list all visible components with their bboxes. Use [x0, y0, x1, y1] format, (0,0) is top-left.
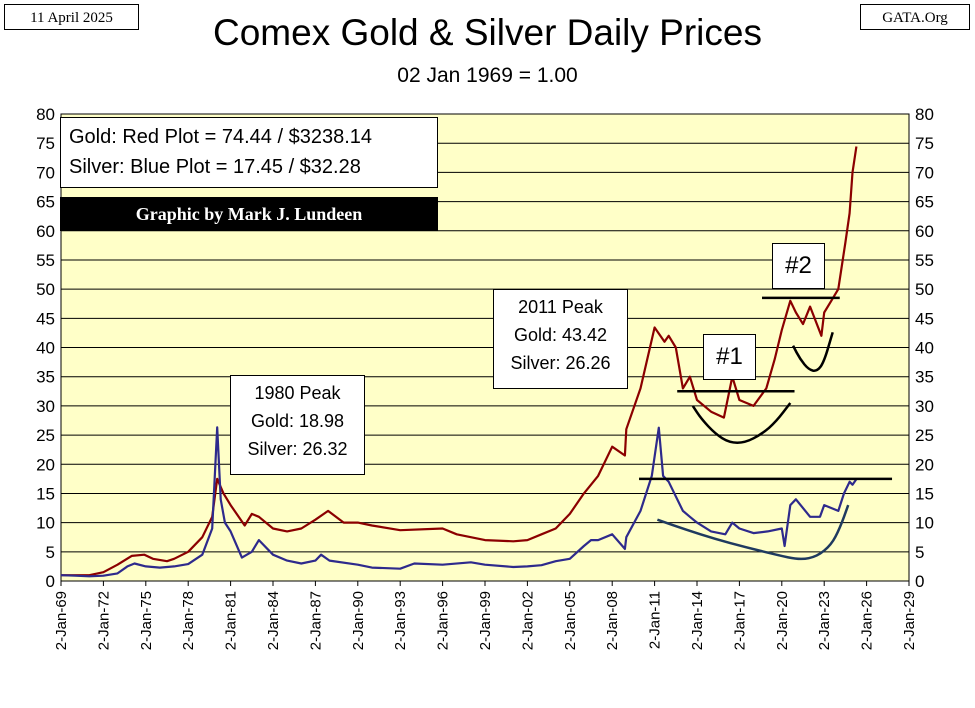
- x-tick-label: 2-Jan-11: [647, 591, 664, 649]
- x-tick-label: 2-Jan-99: [477, 591, 494, 650]
- y-tick-left-45: 45: [36, 309, 55, 328]
- x-tick-label: 2-Jan-75: [138, 591, 155, 650]
- x-tick-label: 2-Jan-23: [816, 591, 833, 650]
- gold-series-line: [61, 146, 858, 577]
- label-1: #1: [703, 334, 756, 380]
- x-tick-label: 2-Jan-69: [53, 591, 70, 650]
- x-tick-label: 2-Jan-90: [350, 591, 367, 650]
- y-tick-right-70: 70: [915, 163, 934, 182]
- y-tick-left-25: 25: [36, 426, 55, 445]
- y-tick-right-80: 80: [915, 105, 934, 124]
- date-label: 11 April 2025: [4, 4, 139, 30]
- gold-cup-1: [691, 402, 792, 444]
- y-tick-left-5: 5: [46, 543, 55, 562]
- silver-series-line: [60, 426, 858, 578]
- chart-title: Comex Gold & Silver Daily Prices: [213, 12, 762, 53]
- y-tick-right-15: 15: [915, 484, 934, 503]
- x-tick-label: 2-Jan-14: [689, 591, 706, 650]
- x-tick-label: 2-Jan-93: [392, 591, 409, 650]
- annotation-2011-title: 2011 Peak: [518, 297, 603, 317]
- annotation-2011-gold: Gold: 43.42: [513, 325, 608, 345]
- site-label: GATA.Org: [860, 4, 970, 30]
- y-tick-right-25: 25: [915, 426, 934, 445]
- y-tick-right-40: 40: [915, 339, 934, 358]
- y-tick-left-10: 10: [36, 514, 55, 533]
- x-tick-label: 2-Jan-72: [95, 591, 112, 650]
- x-tick-label: 2-Jan-20: [774, 591, 791, 650]
- y-tick-right-75: 75: [915, 134, 934, 153]
- x-tick-label: 2-Jan-81: [223, 591, 240, 650]
- silver-cup: [656, 504, 850, 561]
- y-tick-left-20: 20: [36, 455, 55, 474]
- y-tick-right-30: 30: [915, 397, 934, 416]
- annotation-1980-gold: Gold: 18.98: [250, 411, 345, 431]
- y-tick-right-60: 60: [915, 222, 934, 241]
- y-tick-right-20: 20: [915, 455, 934, 474]
- y-tick-left-75: 75: [36, 134, 55, 153]
- y-tick-right-10: 10: [915, 514, 934, 533]
- x-tick-label: 2-Jan-84: [265, 591, 282, 650]
- x-tick-label: 2-Jan-96: [435, 591, 452, 650]
- y-tick-right-55: 55: [915, 251, 934, 270]
- legend-silver: Silver: Blue Plot = 17.45 / $32.28: [69, 156, 361, 178]
- legend-box: Gold: Red Plot = 74.44 / $3238.14 Silver…: [60, 117, 438, 188]
- y-tick-left-15: 15: [36, 484, 55, 503]
- legend-gold: Gold: Red Plot = 74.44 / $3238.14: [69, 126, 372, 148]
- y-tick-left-30: 30: [36, 397, 55, 416]
- y-tick-left-0: 0: [46, 572, 55, 591]
- y-tick-left-35: 35: [36, 368, 55, 387]
- annotation-lines: [639, 296, 893, 561]
- annotation-1980-peak: 1980 Peak Gold: 18.98 Silver: 26.32: [230, 375, 365, 475]
- y-tick-right-0: 0: [915, 572, 924, 591]
- y-tick-left-50: 50: [36, 280, 55, 299]
- y-tick-right-65: 65: [915, 193, 934, 212]
- x-tick-label: 2-Jan-17: [731, 591, 748, 650]
- annotation-1980-silver: Silver: 26.32: [247, 439, 348, 459]
- credit-banner: Graphic by Mark J. Lundeen: [60, 197, 438, 231]
- x-tick-label: 2-Jan-05: [562, 591, 579, 650]
- y-tick-left-80: 80: [36, 105, 55, 124]
- x-tick-label: 2-Jan-02: [519, 591, 536, 650]
- y-tick-right-45: 45: [915, 309, 934, 328]
- x-tick-label: 2-Jan-26: [859, 591, 876, 650]
- y-tick-left-60: 60: [36, 222, 55, 241]
- chart-subtitle: 02 Jan 1969 = 1.00: [397, 64, 578, 87]
- y-tick-left-55: 55: [36, 251, 55, 270]
- x-axis: 2-Jan-69 2-Jan-72 2-Jan-75 2-Jan-78 2-Jan-81…: [53, 581, 918, 650]
- series-group: [60, 146, 858, 578]
- y-axis-left: 0 5 10 15 20 25 30 35 40 45 50 55 60 65 70 75 80: [36, 105, 55, 591]
- y-tick-right-5: 5: [915, 543, 924, 562]
- y-tick-left-65: 65: [36, 193, 55, 212]
- x-tick-label: 2-Jan-87: [307, 591, 324, 650]
- x-tick-label: 2-Jan-08: [604, 591, 621, 650]
- y-tick-right-35: 35: [915, 368, 934, 387]
- annotation-2011-silver: Silver: 26.26: [510, 353, 611, 373]
- y-tick-right-50: 50: [915, 280, 934, 299]
- y-tick-left-70: 70: [36, 163, 55, 182]
- x-tick-label: 2-Jan-29: [901, 591, 918, 650]
- y-tick-left-40: 40: [36, 339, 55, 358]
- y-axis-right: 0 5 10 15 20 25 30 35 40 45 50 55 60 65 70 75 80: [915, 105, 934, 591]
- x-tick-label: 2-Jan-78: [180, 591, 197, 650]
- annotation-1980-title: 1980 Peak: [254, 383, 341, 403]
- gold-cup-2: [791, 331, 834, 372]
- annotation-2011-peak: 2011 Peak Gold: 43.42 Silver: 26.26: [493, 289, 628, 389]
- label-2: #2: [772, 243, 825, 289]
